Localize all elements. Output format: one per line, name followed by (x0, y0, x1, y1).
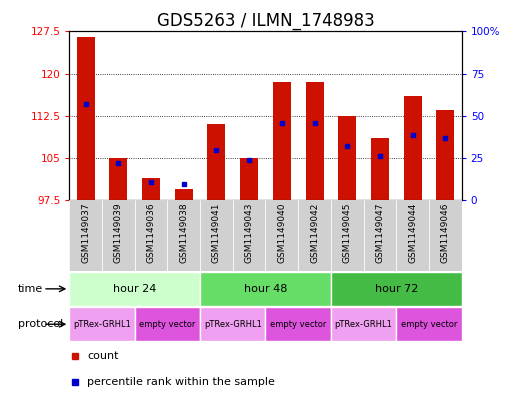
Text: GSM1149038: GSM1149038 (179, 202, 188, 263)
Bar (200, 200, 233, 271)
Text: GSM1149046: GSM1149046 (441, 202, 450, 263)
Bar (371, 138, 389, 200)
Bar (102, 200, 134, 271)
Text: pTRex-GRHL1: pTRex-GRHL1 (334, 320, 392, 329)
Bar (109, 158, 127, 200)
Text: GSM1149045: GSM1149045 (343, 202, 352, 263)
Bar (265, 200, 298, 271)
Bar (69, 307, 134, 341)
Bar (396, 200, 429, 271)
Bar (134, 200, 167, 271)
Bar (404, 96, 422, 200)
Text: GSM1149040: GSM1149040 (278, 202, 286, 263)
Bar (167, 200, 200, 271)
Text: hour 24: hour 24 (113, 284, 156, 294)
Bar (207, 124, 225, 200)
Bar (240, 158, 258, 200)
Bar (306, 82, 324, 200)
Bar (76, 37, 94, 200)
Text: percentile rank within the sample: percentile rank within the sample (87, 377, 275, 387)
Text: empty vector: empty vector (139, 320, 195, 329)
Text: empty vector: empty vector (270, 320, 326, 329)
Bar (331, 200, 364, 271)
Text: empty vector: empty vector (401, 320, 457, 329)
Title: GDS5263 / ILMN_1748983: GDS5263 / ILMN_1748983 (156, 12, 374, 30)
Text: count: count (87, 351, 119, 361)
Text: pTRex-GRHL1: pTRex-GRHL1 (204, 320, 262, 329)
Text: protocol: protocol (18, 319, 63, 329)
Text: time: time (18, 284, 43, 294)
Text: GSM1149042: GSM1149042 (310, 202, 319, 263)
Text: GSM1149039: GSM1149039 (114, 202, 123, 263)
Bar (298, 200, 331, 271)
Bar (429, 200, 462, 271)
Text: GSM1149047: GSM1149047 (376, 202, 384, 263)
Bar (331, 307, 396, 341)
Bar (437, 110, 455, 200)
Bar (364, 200, 396, 271)
Bar (233, 200, 266, 271)
Text: hour 72: hour 72 (374, 284, 418, 294)
Bar (396, 307, 462, 341)
Text: GSM1149041: GSM1149041 (212, 202, 221, 263)
Bar (200, 307, 265, 341)
Bar (331, 272, 462, 306)
Text: GSM1149037: GSM1149037 (81, 202, 90, 263)
Bar (338, 116, 356, 200)
Bar (142, 178, 160, 200)
Bar (175, 189, 193, 200)
Text: GSM1149043: GSM1149043 (245, 202, 253, 263)
Text: hour 48: hour 48 (244, 284, 287, 294)
Text: pTRex-GRHL1: pTRex-GRHL1 (73, 320, 131, 329)
Bar (69, 200, 102, 271)
Text: GSM1149044: GSM1149044 (408, 202, 417, 263)
Bar (134, 307, 200, 341)
Bar (200, 272, 331, 306)
Text: GSM1149036: GSM1149036 (147, 202, 155, 263)
Bar (69, 272, 200, 306)
Bar (265, 307, 331, 341)
Bar (273, 82, 291, 200)
